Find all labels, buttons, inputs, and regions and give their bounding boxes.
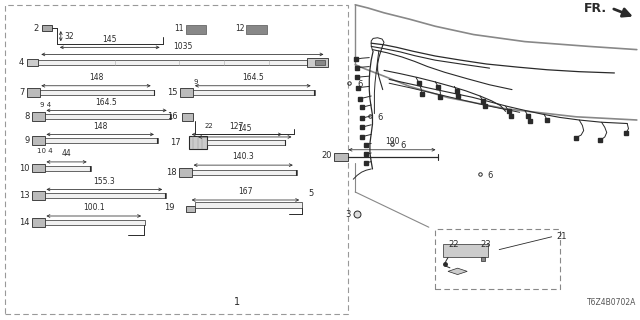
Text: 21: 21 — [557, 232, 567, 241]
Text: 167: 167 — [238, 187, 253, 196]
Text: 164.5: 164.5 — [96, 98, 117, 107]
Text: 14: 14 — [19, 218, 29, 227]
Text: 6: 6 — [400, 141, 405, 150]
Polygon shape — [448, 268, 467, 275]
Text: 9: 9 — [24, 136, 29, 145]
Text: 13: 13 — [19, 191, 29, 200]
Bar — [193, 90, 315, 95]
Text: 164.5: 164.5 — [242, 73, 264, 82]
Text: 22: 22 — [205, 123, 214, 129]
Text: 6: 6 — [378, 113, 383, 122]
Bar — [32, 191, 45, 200]
Text: 7: 7 — [19, 88, 24, 97]
Text: 10 4: 10 4 — [37, 148, 52, 154]
Text: 140.3: 140.3 — [232, 152, 254, 161]
Bar — [27, 59, 38, 66]
Bar — [334, 153, 348, 161]
Bar — [32, 218, 45, 227]
Text: 9 4: 9 4 — [40, 102, 51, 108]
Text: 2: 2 — [34, 24, 39, 33]
Text: 190: 190 — [385, 137, 399, 146]
Text: 3: 3 — [346, 210, 351, 219]
Bar — [182, 113, 193, 121]
Text: 8: 8 — [24, 112, 29, 121]
Text: 12: 12 — [235, 24, 244, 33]
Bar — [38, 60, 307, 65]
Text: 5: 5 — [308, 189, 314, 198]
Text: 32: 32 — [65, 32, 74, 41]
Bar — [315, 60, 325, 65]
Bar — [27, 88, 40, 97]
Text: 23: 23 — [480, 240, 491, 249]
Bar — [180, 88, 193, 97]
Text: 10: 10 — [19, 164, 29, 173]
Bar — [32, 164, 45, 172]
Bar — [186, 25, 206, 34]
Text: 22: 22 — [448, 240, 458, 249]
Bar — [40, 90, 154, 95]
Bar — [192, 170, 297, 175]
Text: 17: 17 — [170, 138, 181, 147]
Bar — [32, 136, 45, 145]
Text: 145: 145 — [102, 35, 117, 44]
Bar — [186, 206, 195, 212]
Text: 1: 1 — [234, 297, 240, 308]
Bar — [42, 25, 52, 31]
Bar — [246, 25, 267, 34]
Text: 16: 16 — [167, 112, 178, 121]
Text: 148: 148 — [93, 122, 108, 131]
Text: 6: 6 — [488, 171, 493, 180]
Text: 6: 6 — [357, 80, 362, 89]
Bar — [45, 193, 166, 198]
Bar — [195, 202, 302, 208]
Bar — [435, 229, 560, 289]
Bar — [443, 244, 488, 257]
Text: 127: 127 — [230, 122, 244, 131]
Text: 145: 145 — [237, 124, 252, 133]
Bar — [32, 112, 45, 121]
Text: 1035: 1035 — [173, 42, 192, 51]
Bar — [307, 58, 328, 67]
Text: 100.1: 100.1 — [83, 203, 104, 212]
Text: 155.3: 155.3 — [93, 177, 115, 186]
Bar — [207, 140, 285, 145]
Bar — [189, 136, 207, 149]
Text: 11: 11 — [174, 24, 184, 33]
Text: 4: 4 — [19, 58, 24, 67]
Text: T6Z4B0702A: T6Z4B0702A — [588, 298, 637, 307]
Text: 18: 18 — [166, 168, 177, 177]
Text: 15: 15 — [168, 88, 178, 97]
Bar — [45, 220, 145, 225]
Text: FR.: FR. — [584, 3, 607, 15]
Text: 148: 148 — [89, 73, 103, 82]
Bar — [179, 168, 192, 177]
Bar — [45, 114, 171, 119]
Text: 9: 9 — [194, 79, 198, 85]
Text: 44: 44 — [61, 149, 72, 158]
Text: 19: 19 — [164, 203, 175, 212]
Bar — [45, 138, 158, 143]
Text: 20: 20 — [321, 151, 332, 160]
Bar — [45, 166, 91, 171]
Bar — [5, 5, 348, 314]
